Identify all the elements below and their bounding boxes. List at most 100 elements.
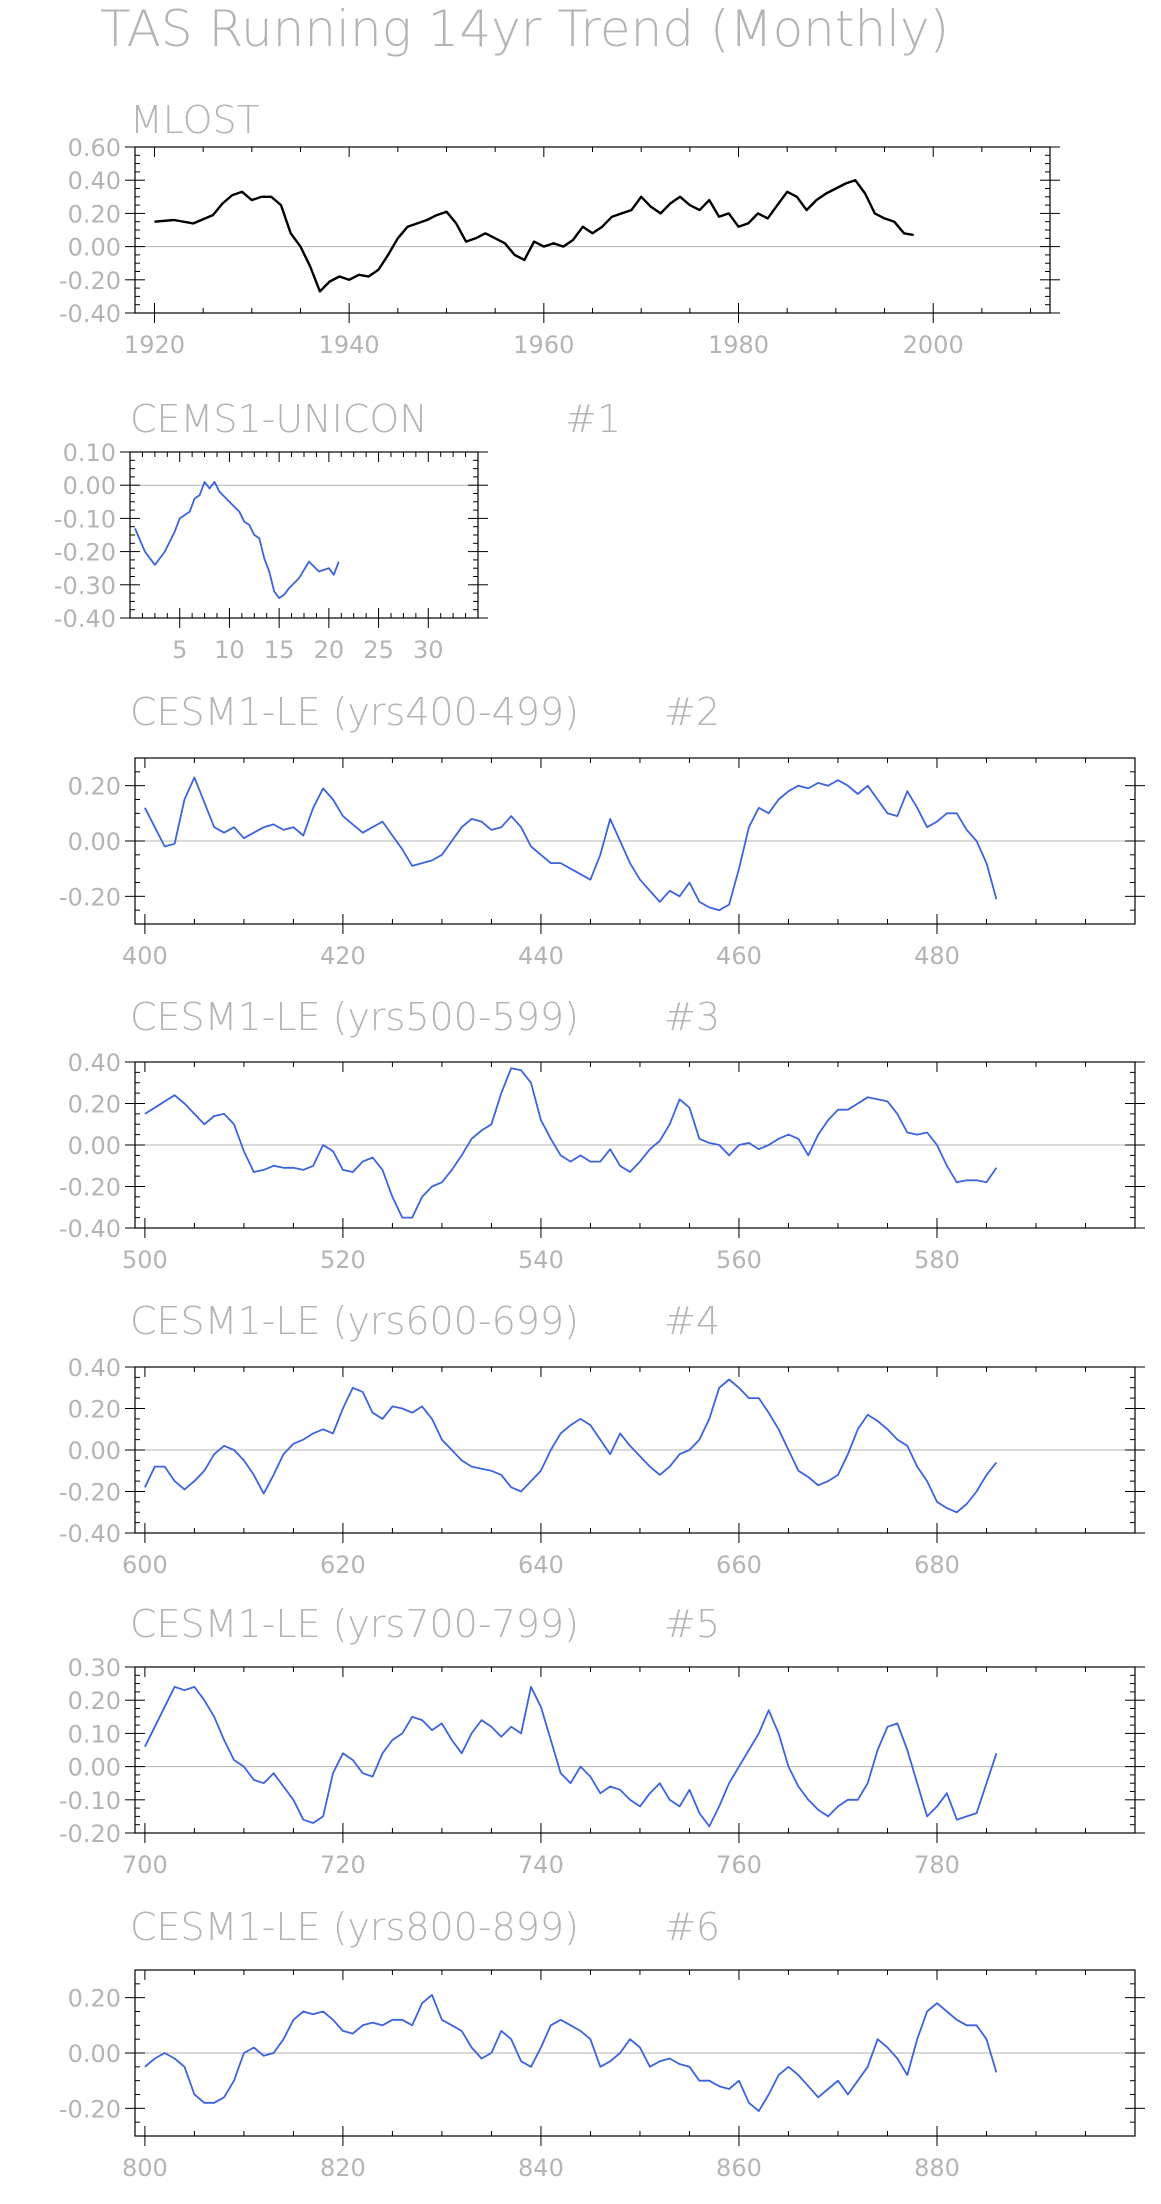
x-tick-label: 520 xyxy=(320,1246,366,1274)
x-tick-label: 780 xyxy=(914,1851,960,1879)
series-line xyxy=(144,1378,998,1514)
y-tick-label: 0.00 xyxy=(68,1754,121,1782)
panel-title: CESM1-LE (yrs400-499) xyxy=(130,690,579,734)
panel-number: #2 xyxy=(664,690,720,734)
panel-number: #5 xyxy=(664,1602,720,1646)
x-tick-label: 1920 xyxy=(124,331,185,359)
x-tick-label: 860 xyxy=(716,2154,762,2182)
y-tick-label: -0.10 xyxy=(59,1787,121,1815)
y-tick-label: -0.20 xyxy=(59,1174,121,1202)
y-tick-label: 0.20 xyxy=(68,1396,121,1424)
panel-title: CESM1-LE (yrs500-599) xyxy=(130,995,579,1039)
x-tick-label: 600 xyxy=(122,1551,168,1579)
x-tick-label: 2000 xyxy=(903,331,964,359)
x-tick-label: 660 xyxy=(716,1551,762,1579)
plot-frame xyxy=(134,146,1051,314)
y-tick-label: 0.40 xyxy=(68,1354,121,1382)
x-tick-label: 620 xyxy=(320,1551,366,1579)
panel-number: #6 xyxy=(664,1905,720,1949)
y-tick-label: -0.40 xyxy=(59,1215,121,1243)
y-tick-label: 0.20 xyxy=(68,1687,121,1715)
plot-frame xyxy=(134,1666,1136,1834)
y-tick-label: 0.10 xyxy=(68,1720,121,1748)
x-tick-label: 1940 xyxy=(319,331,380,359)
panel-1: MLOST 1920 1940 1960 1980 2000 -0.40 -0.20 0.00 0… xyxy=(59,98,1060,359)
series-line xyxy=(154,179,914,293)
panel-5: CESM1-LE (yrs600-699) #4 600 620 640 660 680 -0… xyxy=(59,1299,1145,1579)
x-tick-label: 500 xyxy=(122,1246,168,1274)
panel-7: CESM1-LE (yrs800-899) #6 800 820 840 860 880 -0… xyxy=(59,1905,1145,2182)
x-tick-label: 640 xyxy=(518,1551,564,1579)
y-tick-label: 0.20 xyxy=(68,200,121,228)
plot-frame xyxy=(129,451,479,619)
y-tick-label: -0.40 xyxy=(54,605,116,633)
x-tick-label: 540 xyxy=(518,1246,564,1274)
series-line xyxy=(144,1067,998,1219)
x-tick-label: 1960 xyxy=(513,331,574,359)
y-tick-label: 0.30 xyxy=(68,1654,121,1682)
y-tick-label: 0.00 xyxy=(68,1132,121,1160)
x-tick-label: 840 xyxy=(518,2154,564,2182)
series-line xyxy=(144,1994,998,2112)
x-tick-label: 1980 xyxy=(708,331,769,359)
figure-title: TAS Running 14yr Trend (Monthly) xyxy=(100,0,949,58)
y-tick-label: 0.60 xyxy=(68,134,121,162)
y-tick-label: -0.20 xyxy=(54,539,116,567)
panel-4: CESM1-LE (yrs500-599) #3 500 520 540 560 580 -0… xyxy=(59,995,1145,1274)
y-tick-label: 0.20 xyxy=(68,1985,121,2013)
x-tick-label: 480 xyxy=(914,942,960,970)
x-tick-label: 740 xyxy=(518,1851,564,1879)
panel-2: CEMS1-UNICON #1 5 10 15 20 25 30 -0.40 -0.30 -0.20… xyxy=(54,397,621,664)
y-tick-label: 0.40 xyxy=(68,167,121,195)
series-line xyxy=(144,1686,998,1828)
x-tick-label: 800 xyxy=(122,2154,168,2182)
x-tick-label: 460 xyxy=(716,942,762,970)
series-line xyxy=(144,776,998,912)
x-tick-label: 680 xyxy=(914,1551,960,1579)
y-tick-label: -0.20 xyxy=(59,267,121,295)
plot-frame xyxy=(134,757,1136,925)
panel-6: CESM1-LE (yrs700-799) #5 700 720 740 760 780 -0… xyxy=(59,1602,1145,1879)
y-tick-label: 0.00 xyxy=(68,234,121,262)
x-tick-label: 20 xyxy=(314,636,345,664)
y-tick-label: -0.30 xyxy=(54,572,116,600)
x-tick-label: 700 xyxy=(122,1851,168,1879)
x-tick-label: 5 xyxy=(172,636,187,664)
x-tick-label: 720 xyxy=(320,1851,366,1879)
y-tick-label: 0.40 xyxy=(68,1049,121,1077)
panel-number: #1 xyxy=(565,397,621,441)
x-tick-label: 580 xyxy=(914,1246,960,1274)
x-tick-label: 25 xyxy=(363,636,394,664)
panel-number: #4 xyxy=(664,1299,720,1343)
x-tick-label: 15 xyxy=(264,636,295,664)
y-tick-label: 0.00 xyxy=(68,1437,121,1465)
y-tick-label: -0.20 xyxy=(59,2095,121,2123)
y-tick-label: 0.00 xyxy=(68,2040,121,2068)
panel-title: CESM1-LE (yrs700-799) xyxy=(130,1602,579,1646)
y-tick-label: -0.20 xyxy=(59,883,121,911)
plot-frame xyxy=(134,1061,1136,1229)
panel-title: CEMS1-UNICON xyxy=(130,397,428,441)
x-tick-label: 760 xyxy=(716,1851,762,1879)
y-tick-label: 0.00 xyxy=(63,472,116,500)
y-tick-label: 0.00 xyxy=(68,828,121,856)
y-tick-label: -0.20 xyxy=(59,1479,121,1507)
panel-title: CESM1-LE (yrs800-899) xyxy=(130,1905,579,1949)
y-tick-label: 0.20 xyxy=(68,773,121,801)
y-tick-label: 0.10 xyxy=(63,439,116,467)
panel-number: #3 xyxy=(664,995,720,1039)
x-tick-label: 400 xyxy=(122,942,168,970)
panel-title: CESM1-LE (yrs600-699) xyxy=(130,1299,579,1343)
y-tick-label: -0.10 xyxy=(54,505,116,533)
panel-title: MLOST xyxy=(130,98,260,142)
x-tick-label: 10 xyxy=(214,636,245,664)
y-tick-label: -0.40 xyxy=(59,300,121,328)
plot-frame xyxy=(134,1366,1136,1534)
x-tick-label: 440 xyxy=(518,942,564,970)
x-tick-label: 420 xyxy=(320,942,366,970)
y-tick-label: 0.20 xyxy=(68,1091,121,1119)
x-tick-label: 560 xyxy=(716,1246,762,1274)
series-line xyxy=(134,481,340,599)
y-tick-label: -0.20 xyxy=(59,1820,121,1848)
